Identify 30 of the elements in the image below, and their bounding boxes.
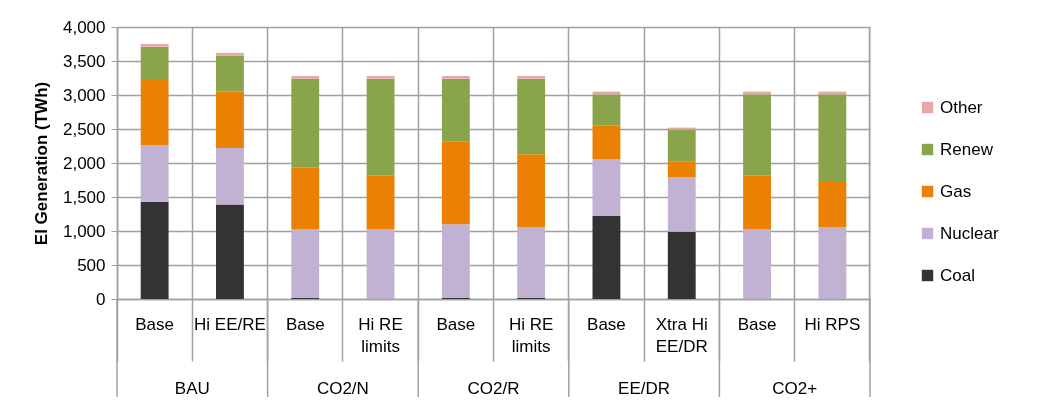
y-tick-label: 3,000 <box>62 85 106 105</box>
y-axis-title: El Generation (TWh) <box>31 81 51 246</box>
y-tick-label: 2,500 <box>62 119 106 139</box>
x-tick-label: Hi RE limits <box>508 314 554 356</box>
x-tick-label: Base <box>587 314 626 334</box>
x-tick-label: Base <box>436 314 476 334</box>
text: EE/DR <box>618 379 671 398</box>
text: CO2/R <box>467 379 520 398</box>
legend-label: Gas <box>940 181 972 201</box>
x-tick-label: Base <box>285 314 325 334</box>
x-tick-label: Base <box>737 314 777 334</box>
text: CO2+ <box>772 379 818 398</box>
y-tick-label: 3,500 <box>62 51 106 71</box>
text: CO2/N <box>316 379 369 398</box>
legend-label: Renew <box>940 139 994 159</box>
x-tick-label: Hi RE limits <box>358 314 403 356</box>
x-tick-label: Hi RPS <box>804 314 861 334</box>
x-tick-label: Hi EE/RE <box>194 314 266 334</box>
x-tick-label: Xtra Hi EE/DR <box>655 314 708 356</box>
legend-label: Coal <box>940 265 975 285</box>
legend-label: Nuclear <box>940 223 999 243</box>
legend-label: Other <box>940 97 983 117</box>
x-tick-label: Base <box>135 314 175 334</box>
y-tick-label: 1,000 <box>62 221 106 241</box>
y-tick-label: 1,500 <box>62 187 106 207</box>
y-tick-label: 2,000 <box>62 153 106 173</box>
y-tick-label: 4,000 <box>62 17 106 37</box>
text: BAU <box>174 379 210 398</box>
y-tick-label: 0 <box>96 289 106 309</box>
y-tick-label: 500 <box>77 255 106 275</box>
